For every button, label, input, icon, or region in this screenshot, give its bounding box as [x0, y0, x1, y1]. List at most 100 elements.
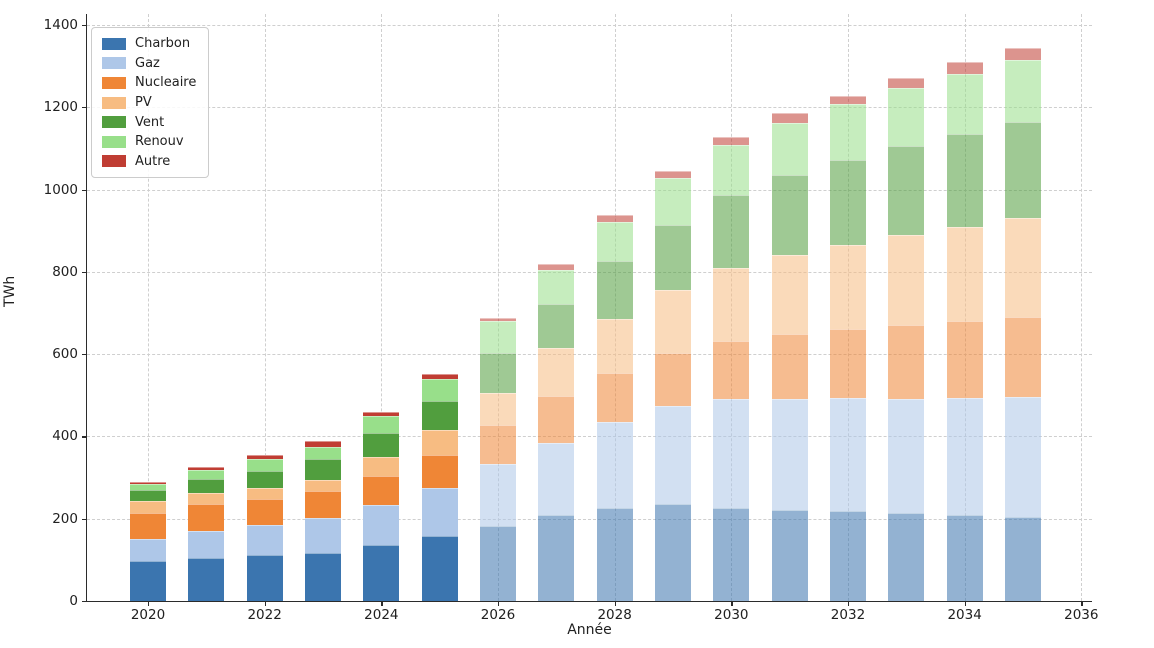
- y-axis-title: TWh: [2, 275, 18, 307]
- bar-segment-gaz-2029: [654, 406, 691, 505]
- y-tick-label: 600: [52, 346, 78, 363]
- bar-segment-gaz-2027: [538, 442, 575, 515]
- bar-segment-pv-2021: [188, 493, 225, 505]
- x-tick-mark: [497, 601, 500, 606]
- bar-segment-renouv-2027: [538, 269, 575, 305]
- x-tick-mark: [731, 601, 733, 606]
- bar-segment-nucleaire-2031: [771, 333, 808, 399]
- x-tick-mark: [847, 601, 850, 606]
- x-tick-label: 2030: [714, 607, 749, 623]
- h-gridline: [87, 436, 1092, 438]
- bar-segment-renouv-2021: [188, 469, 225, 480]
- h-gridline: [87, 107, 1092, 109]
- bar-segment-gaz-2022: [246, 525, 283, 555]
- v-gridline: [148, 14, 149, 601]
- y-tick-mark: [82, 354, 87, 356]
- x-tick-label: 2020: [130, 607, 166, 623]
- bar-segment-autre-2034: [946, 62, 983, 75]
- bar-segment-autre-2023: [304, 441, 341, 448]
- legend-swatch-gaz: [102, 57, 126, 70]
- bar-segment-gaz-2028: [596, 422, 633, 509]
- v-gridline: [264, 14, 266, 601]
- h-gridline: [87, 271, 1092, 273]
- bar-segment-renouv-2030: [713, 144, 750, 196]
- bar-segment-charbon-2033: [888, 512, 925, 601]
- bar-segment-pv-2023: [304, 479, 341, 491]
- bar-segment-charbon-2028: [596, 508, 633, 601]
- bar-segment-pv-2034: [946, 226, 983, 322]
- legend-label: Renouv: [135, 134, 184, 150]
- legend-item-charbon: Charbon: [102, 34, 196, 54]
- bar-segment-charbon-2021: [188, 557, 225, 601]
- bar-segment-renouv-2028: [596, 222, 633, 261]
- bar-segment-gaz-2026: [479, 463, 516, 526]
- plot-area: Charbon Gaz Nucleaire PV Vent Renouv Autre: [86, 14, 1092, 602]
- bar-segment-gaz-2025: [421, 487, 458, 537]
- legend-item-nucleaire: Nucleaire: [102, 73, 196, 93]
- bar-segment-autre-2031: [771, 113, 808, 123]
- bar-segment-charbon-2027: [538, 514, 575, 601]
- bar-segment-gaz-2035: [1004, 397, 1041, 518]
- h-gridline: [87, 25, 1092, 26]
- y-tick-label: 800: [52, 263, 78, 280]
- bar-segment-renouv-2025: [421, 378, 458, 402]
- bar-segment-nucleaire-2023: [304, 490, 341, 519]
- legend-swatch-vent: [102, 116, 126, 129]
- bar-segment-renouv-2032: [829, 104, 866, 161]
- bar-segment-nucleaire-2021: [188, 504, 225, 532]
- y-tick-mark: [82, 601, 87, 603]
- bar-segment-autre-2024: [363, 411, 400, 416]
- y-tick-mark: [82, 518, 87, 520]
- x-tick-label: 2034: [947, 607, 982, 623]
- bar-segment-renouv-2026: [479, 321, 516, 353]
- bar-segment-pv-2022: [246, 487, 283, 499]
- x-tick-mark: [264, 601, 266, 606]
- bar-segment-charbon-2022: [246, 554, 283, 601]
- bar-segment-renouv-2023: [304, 447, 341, 460]
- bar-segment-autre-2020: [130, 481, 166, 485]
- bar-segment-vent-2028: [596, 260, 633, 319]
- legend-label: Gaz: [135, 55, 160, 71]
- bar-segment-charbon-2035: [1004, 517, 1041, 601]
- x-axis-spine: [86, 600, 1092, 602]
- legend-item-pv: PV: [102, 93, 196, 113]
- bar-segment-vent-2029: [654, 224, 691, 291]
- bar-segment-vent-2026: [479, 352, 516, 393]
- legend-swatch-renouv: [102, 135, 126, 148]
- bar-segment-nucleaire-2025: [421, 454, 458, 488]
- bar-segment-pv-2020: [130, 500, 166, 513]
- bar-segment-autre-2021: [188, 467, 225, 470]
- bar-segment-nucleaire-2034: [946, 321, 983, 399]
- legend-item-vent: Vent: [102, 112, 196, 132]
- bar-segment-renouv-2020: [130, 484, 166, 490]
- h-gridline: [87, 354, 1092, 356]
- bar-segment-pv-2031: [771, 255, 808, 334]
- bar-segment-vent-2023: [304, 459, 341, 480]
- x-tick-label: 2032: [830, 607, 866, 623]
- y-tick-mark: [82, 436, 87, 438]
- bar-segment-nucleaire-2028: [596, 373, 633, 423]
- x-tick-mark: [148, 601, 150, 606]
- bar-segment-renouv-2034: [946, 74, 983, 135]
- bar-segment-charbon-2025: [421, 536, 458, 601]
- bar-segment-gaz-2024: [363, 505, 400, 546]
- bar-segment-pv-2029: [654, 290, 691, 353]
- bars-layer: [87, 14, 1092, 601]
- bar-segment-renouv-2035: [1004, 59, 1041, 122]
- v-gridline: [497, 14, 499, 601]
- y-tick-label: 200: [52, 510, 78, 527]
- y-tick-label: 1200: [43, 99, 78, 116]
- bar-segment-charbon-2024: [363, 545, 400, 601]
- bar-segment-nucleaire-2030: [713, 340, 750, 400]
- bar-segment-vent-2021: [188, 479, 225, 494]
- y-tick-label: 1400: [43, 17, 78, 33]
- bar-segment-nucleaire-2032: [829, 329, 866, 399]
- bar-segment-pv-2024: [363, 457, 400, 476]
- bar-segment-pv-2027: [538, 347, 575, 397]
- x-tick-label: 2022: [247, 607, 282, 623]
- bar-segment-nucleaire-2033: [888, 325, 925, 399]
- bar-segment-vent-2034: [946, 134, 983, 227]
- bar-segment-vent-2030: [713, 195, 750, 268]
- bar-segment-nucleaire-2026: [479, 425, 516, 464]
